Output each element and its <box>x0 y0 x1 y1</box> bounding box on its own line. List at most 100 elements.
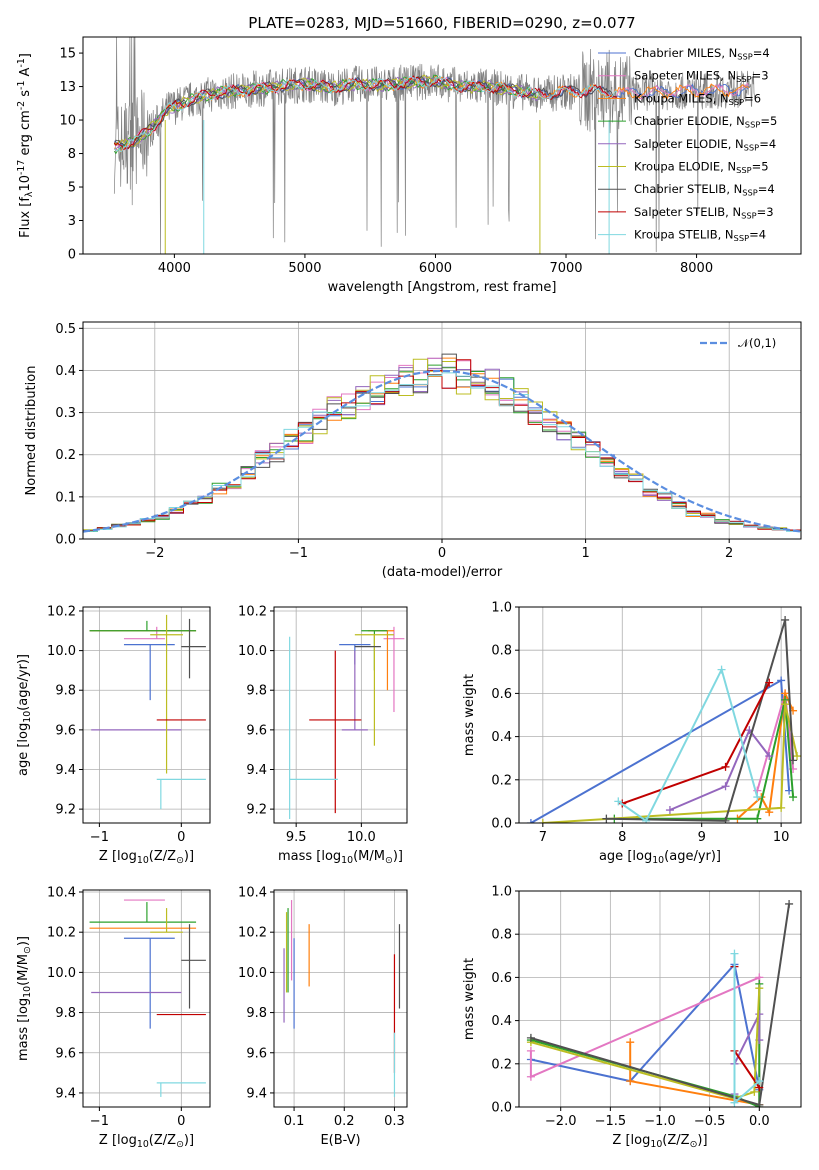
errorbar-point <box>150 614 183 774</box>
mass-vs-ebv-plot-area <box>283 900 401 1097</box>
errorbar-point <box>156 1082 206 1097</box>
errorbar-point <box>89 902 197 923</box>
weight-marker <box>665 806 674 815</box>
errorbar-point <box>123 626 165 640</box>
weight-marker <box>793 752 801 761</box>
residuals-plot-area <box>83 353 801 533</box>
errorbar-point <box>150 908 183 933</box>
mass-weight-vs-age-axes: 7 8 9 10 0.0 0.2 0.4 0.6 0.8 1.0 age [log10​(age/y… <box>462 601 802 866</box>
weight-marker <box>755 1077 764 1086</box>
weight-marker <box>526 1046 535 1055</box>
y-tick-label: 9.4 <box>55 1086 76 1101</box>
weight-marker <box>730 949 739 958</box>
y-tick-label: 0.2 <box>55 448 76 463</box>
y-axis-label: Normed distribution <box>24 366 39 496</box>
x-tick-label: −1.0 <box>644 1114 676 1129</box>
x-axis-label: E(B-V) <box>320 1133 360 1148</box>
y-tick-label: 10.2 <box>47 604 76 619</box>
legend-label: Kroupa MILES, NSSP​=6 <box>634 91 761 107</box>
x-tick-label: 0 <box>177 1114 185 1129</box>
y-tick-label: 10.0 <box>47 966 76 981</box>
y-tick-label: 10.4 <box>238 886 267 901</box>
y-axis-label: Flux [fλ​10-17​ erg cm-2​ s-1​ A-1​] <box>16 53 35 238</box>
weight-marker <box>614 797 623 806</box>
mass-vs-ebv-axes: 0.1 0.2 0.3 9.4 9.6 9.8 10.0 10.2 10.4 E(B-V) <box>238 886 408 1148</box>
x-tick-label: 0.3 <box>384 1114 405 1129</box>
y-tick-label: 10.2 <box>238 926 267 941</box>
weight-series-line <box>530 962 761 1090</box>
spectrum-frame <box>82 36 802 255</box>
y-tick-label: 9.6 <box>55 723 76 738</box>
y-tick-label: 9.2 <box>246 803 267 818</box>
y-tick-label: 0.4 <box>491 730 512 745</box>
x-tick-label: −1.5 <box>595 1114 627 1129</box>
y-tick-label: 10.0 <box>238 966 267 981</box>
weight-series-line <box>542 703 798 823</box>
spectrum-plot-area <box>113 37 756 254</box>
weight-marker <box>777 676 786 685</box>
y-tick-label: 15 <box>59 47 76 62</box>
mass-vs-Z-axes: −1 0 9.4 9.6 9.8 10.0 10.2 10.4 Z [log10​(Z/Z⊙​)… <box>16 886 211 1150</box>
x-axis-label: wavelength [Angstrom, rest frame] <box>328 280 557 295</box>
y-tick-label: 3 <box>68 214 76 229</box>
errorbar-point <box>309 650 362 814</box>
y-tick-label: 0.6 <box>491 687 512 702</box>
weight-marker <box>721 782 730 791</box>
y-axis-label: mass weight <box>462 958 477 1040</box>
mass-vs-ebv-frame <box>273 889 408 1108</box>
weight-series-line <box>530 983 761 1107</box>
x-tick-label: 7 <box>539 830 547 845</box>
weight-marker <box>721 762 730 771</box>
x-tick-label: −0.5 <box>694 1114 726 1129</box>
model-line <box>113 75 618 150</box>
weight-marker <box>753 793 762 802</box>
y-tick-label: 10.0 <box>47 644 76 659</box>
x-tick-label: −2 <box>145 546 164 561</box>
y-tick-label: 9.4 <box>246 763 267 778</box>
weight-series-line <box>530 678 791 823</box>
weight-marker <box>526 819 535 823</box>
x-tick-label: 0 <box>177 830 185 845</box>
legend-label: Kroupa STELIB, NSSP​=4 <box>634 228 766 244</box>
y-tick-label: 0.3 <box>55 406 76 421</box>
errorbar-point <box>181 924 206 1009</box>
x-tick-label: −1 <box>289 546 308 561</box>
y-tick-label: 13 <box>59 80 76 95</box>
x-tick-label: 0 <box>438 546 446 561</box>
y-axis-label: mass weight <box>462 674 477 756</box>
x-tick-label: 9 <box>698 830 706 845</box>
y-tick-label: 5 <box>68 181 76 196</box>
mass-weight-vs-age-frame <box>518 606 802 824</box>
y-tick-label: 9.4 <box>55 763 76 778</box>
weight-marker <box>730 1098 739 1107</box>
x-axis-label: Z [log10​(Z/Z⊙​)] <box>99 849 194 866</box>
x-tick-label: 0.1 <box>284 1114 305 1129</box>
y-tick-label: 9.6 <box>55 1046 76 1061</box>
x-tick-label: 0.2 <box>334 1114 355 1129</box>
weight-series-line <box>530 988 761 1100</box>
y-tick-label: 0.8 <box>491 928 512 943</box>
legend-label: Salpeter STELIB, NSSP​=3 <box>634 205 774 221</box>
weight-marker <box>717 665 726 674</box>
weight-series-line <box>617 666 759 823</box>
weight-marker <box>526 1072 535 1081</box>
weight-marker <box>765 678 774 687</box>
x-axis-label: Z [log10​(Z/Z⊙​)] <box>612 1133 707 1150</box>
residuals-frame <box>82 321 802 540</box>
y-tick-label: 0.0 <box>491 817 512 832</box>
y-tick-label: 0.6 <box>491 971 512 986</box>
x-tick-label: 7000 <box>549 261 582 276</box>
legend-label: Salpeter MILES, NSSP​=3 <box>634 69 769 85</box>
y-tick-label: 10.2 <box>238 604 267 619</box>
errorbar-point <box>383 626 405 713</box>
y-tick-label: 0.1 <box>55 490 76 505</box>
y-tick-label: 8 <box>68 147 76 162</box>
x-tick-label: 8 <box>618 830 626 845</box>
mass-weight-vs-age-plot-area <box>526 615 801 823</box>
weight-marker <box>789 793 798 802</box>
y-tick-label: 9.8 <box>246 1006 267 1021</box>
x-tick-label: 10.0 <box>347 830 376 845</box>
x-tick-label: −1 <box>90 830 109 845</box>
mass-weight-vs-Z-plot-area <box>526 899 794 1107</box>
